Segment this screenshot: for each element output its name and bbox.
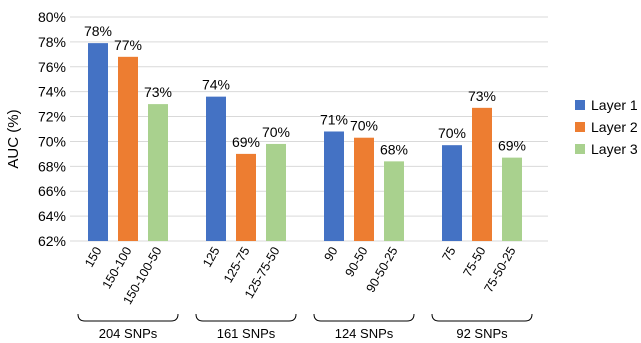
group-brackets: 204 SNPs 161 SNPs 124 SNPs 92 SNPs [77, 313, 533, 341]
bar [502, 157, 522, 241]
data-label: 69% [498, 138, 526, 154]
bars [88, 43, 522, 242]
bar [118, 56, 138, 242]
group-label: 204 SNPs [99, 326, 158, 341]
data-labels: 78%77%73% 74%69%70%71% 70%68%70%73%69% [84, 23, 526, 157]
y-axis-ticks: 62% 64% 66% 68% 70% 72% 74% 76% 78% 80% [38, 9, 66, 249]
y-tick-label: 74% [38, 84, 66, 100]
data-label: 69% [232, 134, 260, 150]
bar [88, 43, 108, 242]
data-label: 68% [380, 141, 408, 157]
legend-label: Layer 3 [591, 141, 638, 157]
legend: Layer 1 Layer 2 Layer 3 [575, 97, 638, 157]
bar [148, 104, 168, 241]
legend-swatch [575, 100, 585, 110]
x-tick-label: 90 [322, 244, 341, 263]
bar [472, 107, 492, 241]
legend-label: Layer 2 [591, 119, 638, 135]
legend-swatch [575, 122, 585, 132]
bar [442, 145, 462, 241]
data-label: 73% [144, 84, 172, 100]
data-label: 71% [320, 111, 348, 127]
bar [324, 131, 344, 241]
group-bracket [313, 313, 415, 322]
bar [266, 143, 286, 241]
x-tick-label: 125-75 [221, 244, 253, 285]
x-tick-label: 125 [200, 244, 223, 269]
data-label: 77% [114, 37, 142, 53]
bar [236, 153, 256, 241]
y-tick-label: 70% [38, 133, 66, 149]
group-label: 92 SNPs [456, 326, 508, 341]
data-label: 70% [350, 118, 378, 134]
y-tick-label: 72% [38, 109, 66, 125]
data-label: 74% [202, 77, 230, 93]
x-tick-label: 75-50 [460, 244, 488, 279]
x-tick-label: 75 [440, 244, 459, 263]
y-tick-label: 68% [38, 158, 66, 174]
x-tick-label: 150 [82, 244, 105, 269]
bar [384, 161, 404, 241]
x-tick-label: 90-50 [342, 244, 370, 279]
y-tick-label: 66% [38, 183, 66, 199]
bar [206, 96, 226, 242]
group-bracket [431, 313, 533, 322]
y-tick-label: 64% [38, 208, 66, 224]
data-label: 70% [438, 125, 466, 141]
y-tick-label: 78% [38, 34, 66, 50]
group-label: 161 SNPs [217, 326, 276, 341]
group-label: 124 SNPs [335, 326, 394, 341]
legend-swatch [575, 144, 585, 154]
data-label: 73% [468, 88, 496, 104]
group-bracket [195, 313, 297, 322]
bar [354, 137, 374, 241]
group-bracket [77, 313, 179, 322]
y-axis-title: AUC (%) [5, 109, 22, 168]
y-tick-label: 80% [38, 9, 66, 25]
data-label: 70% [262, 124, 290, 140]
data-label: 78% [84, 23, 112, 39]
legend-label: Layer 1 [591, 97, 638, 113]
y-tick-label: 76% [38, 59, 66, 75]
y-tick-label: 62% [38, 233, 66, 249]
